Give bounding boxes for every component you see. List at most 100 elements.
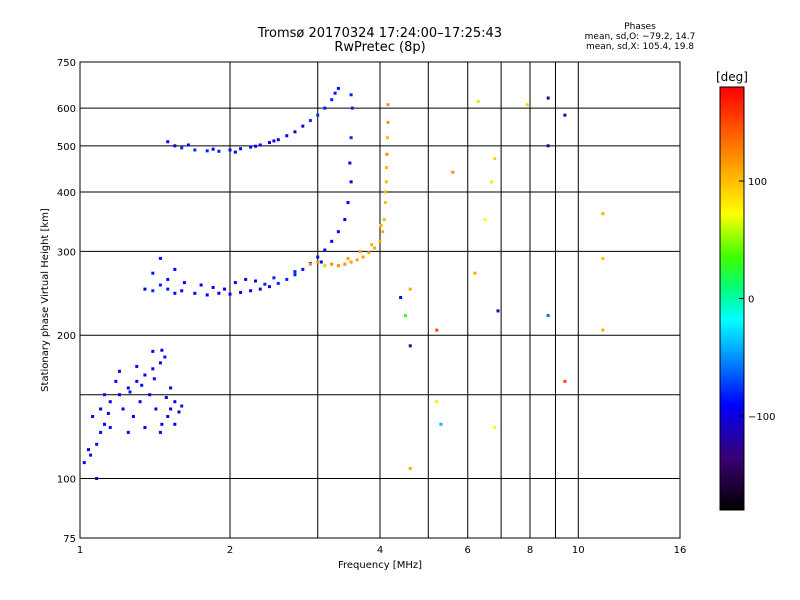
data-point <box>361 255 365 259</box>
y-tick-label: 400 <box>57 188 76 199</box>
x-tick-label: 1 <box>77 545 83 556</box>
data-point <box>330 98 334 102</box>
data-point <box>148 393 152 397</box>
data-point <box>451 170 455 174</box>
data-point <box>103 422 107 426</box>
axes-layer: 1 2 4 6 8 10 16 75 100 200 300 400 500 600 750 Frequenc… <box>40 58 686 571</box>
data-point <box>152 377 156 381</box>
data-point <box>169 386 173 390</box>
data-point <box>276 138 280 142</box>
data-point <box>379 224 383 228</box>
data-point <box>408 344 412 348</box>
data-point <box>330 262 334 266</box>
data-point <box>346 201 350 205</box>
data-point <box>336 230 340 234</box>
data-point <box>386 120 390 124</box>
data-point <box>151 349 155 353</box>
data-point <box>143 425 147 429</box>
x-tick-label: 8 <box>527 545 533 556</box>
data-point <box>272 139 276 143</box>
data-point <box>135 379 139 383</box>
data-point <box>228 292 232 296</box>
data-point <box>343 262 347 266</box>
data-point <box>473 271 477 275</box>
data-point <box>99 407 103 411</box>
data-point <box>177 410 181 414</box>
data-point <box>276 281 280 285</box>
data-point <box>160 422 164 426</box>
data-point <box>173 291 177 295</box>
data-point <box>383 190 387 194</box>
data-point <box>205 149 209 153</box>
data-point <box>99 430 103 434</box>
data-point <box>319 260 323 264</box>
data-point <box>158 361 162 365</box>
data-point <box>128 390 132 394</box>
data-point <box>330 239 334 243</box>
data-point <box>301 124 305 128</box>
y-tick-label: 300 <box>57 247 76 258</box>
data-point <box>258 143 262 147</box>
data-point <box>483 218 487 222</box>
data-point <box>563 379 567 383</box>
data-point <box>349 136 353 140</box>
grid-layer <box>79 61 681 539</box>
data-point <box>163 355 167 359</box>
data-point <box>114 379 118 383</box>
y-tick-label: 100 <box>57 475 76 486</box>
data-point <box>151 367 155 371</box>
data-point <box>117 393 121 397</box>
data-point <box>384 166 388 170</box>
data-point <box>601 212 605 216</box>
data-point <box>143 373 147 377</box>
data-point <box>323 264 327 268</box>
data-point <box>343 218 347 222</box>
colorbar: [deg] 100 0 −100 <box>716 70 775 511</box>
data-point <box>267 141 271 145</box>
y-axis-label: Stationary phase Virtual Height [km] <box>40 208 51 392</box>
data-point <box>378 239 382 243</box>
x-tick-label: 6 <box>465 545 471 556</box>
data-point <box>166 140 170 144</box>
data-point <box>346 256 350 260</box>
data-point <box>173 267 177 271</box>
data-point <box>358 249 362 253</box>
data-point <box>336 264 340 268</box>
x-tick-label: 4 <box>377 545 383 556</box>
data-point <box>563 113 567 117</box>
data-point <box>525 103 529 107</box>
data-point <box>601 256 605 260</box>
data-point <box>143 287 147 291</box>
data-point <box>316 260 320 264</box>
data-point <box>348 161 352 165</box>
data-point <box>135 364 139 368</box>
data-point <box>186 143 190 147</box>
data-point <box>323 248 327 252</box>
data-point <box>217 149 221 153</box>
data-point <box>384 180 388 184</box>
data-point <box>253 279 257 283</box>
data-point <box>228 148 232 152</box>
data-point <box>244 277 248 281</box>
data-point <box>151 271 155 275</box>
phase-stats-heading: Phases <box>624 22 656 32</box>
data-point <box>385 152 389 156</box>
data-point <box>267 285 271 289</box>
data-point <box>89 453 93 457</box>
data-point <box>126 386 130 390</box>
data-point <box>349 93 353 97</box>
data-point <box>169 407 173 411</box>
data-point <box>158 256 162 260</box>
y-tick-label: 500 <box>57 142 76 153</box>
data-point <box>493 157 497 161</box>
colorbar-label: [deg] <box>716 70 748 84</box>
data-point <box>308 262 312 266</box>
data-point <box>546 96 550 100</box>
data-point <box>373 246 377 250</box>
data-point <box>272 276 276 280</box>
data-point <box>349 180 353 184</box>
data-point <box>158 430 162 434</box>
data-point <box>239 290 243 294</box>
colorbar-tick-label: −100 <box>748 412 775 423</box>
